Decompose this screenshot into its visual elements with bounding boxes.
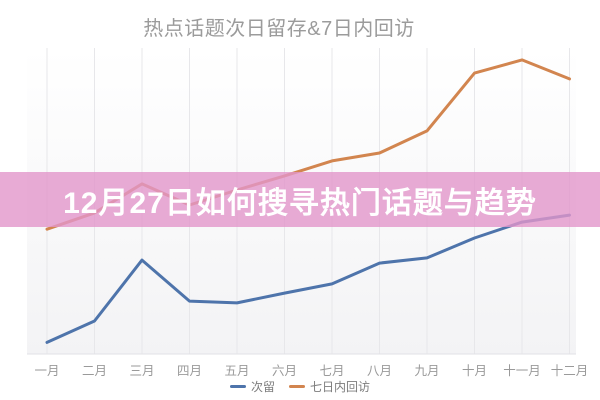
chart-legend: 次留 七日内回访 (0, 378, 600, 395)
x-axis-label: 八月 (367, 364, 392, 378)
x-axis-label: 七月 (319, 364, 344, 378)
legend-item-七日内回访[interactable]: 七日内回访 (289, 378, 370, 395)
x-axis-label: 十二月 (551, 364, 589, 378)
x-axis-label: 五月 (224, 364, 249, 378)
x-axis-label: 六月 (272, 364, 297, 378)
legend-swatch (229, 385, 246, 388)
x-axis-label: 十一月 (503, 364, 541, 378)
promo-banner-text: 12月27日如何搜寻热门话题与趋势 (63, 186, 537, 220)
x-axis-label: 二月 (82, 364, 107, 378)
legend-label: 次留 (250, 380, 275, 394)
series-line-次留 (45, 213, 571, 344)
x-axis-label: 一月 (34, 364, 59, 378)
legend-label: 七日内回访 (310, 380, 371, 394)
chart-title: 热点话题次日留存&7日内回访 (143, 18, 415, 40)
x-axis-label: 四月 (177, 364, 202, 378)
legend-item-次留[interactable]: 次留 (229, 378, 275, 395)
x-axis-label: 九月 (414, 364, 439, 378)
legend-swatch (289, 385, 305, 388)
x-axis-label: 十月 (462, 364, 487, 378)
promo-banner-overlay: 12月27日如何搜寻热门话题与趋势 (0, 172, 600, 227)
x-axis-label: 三月 (129, 364, 154, 378)
